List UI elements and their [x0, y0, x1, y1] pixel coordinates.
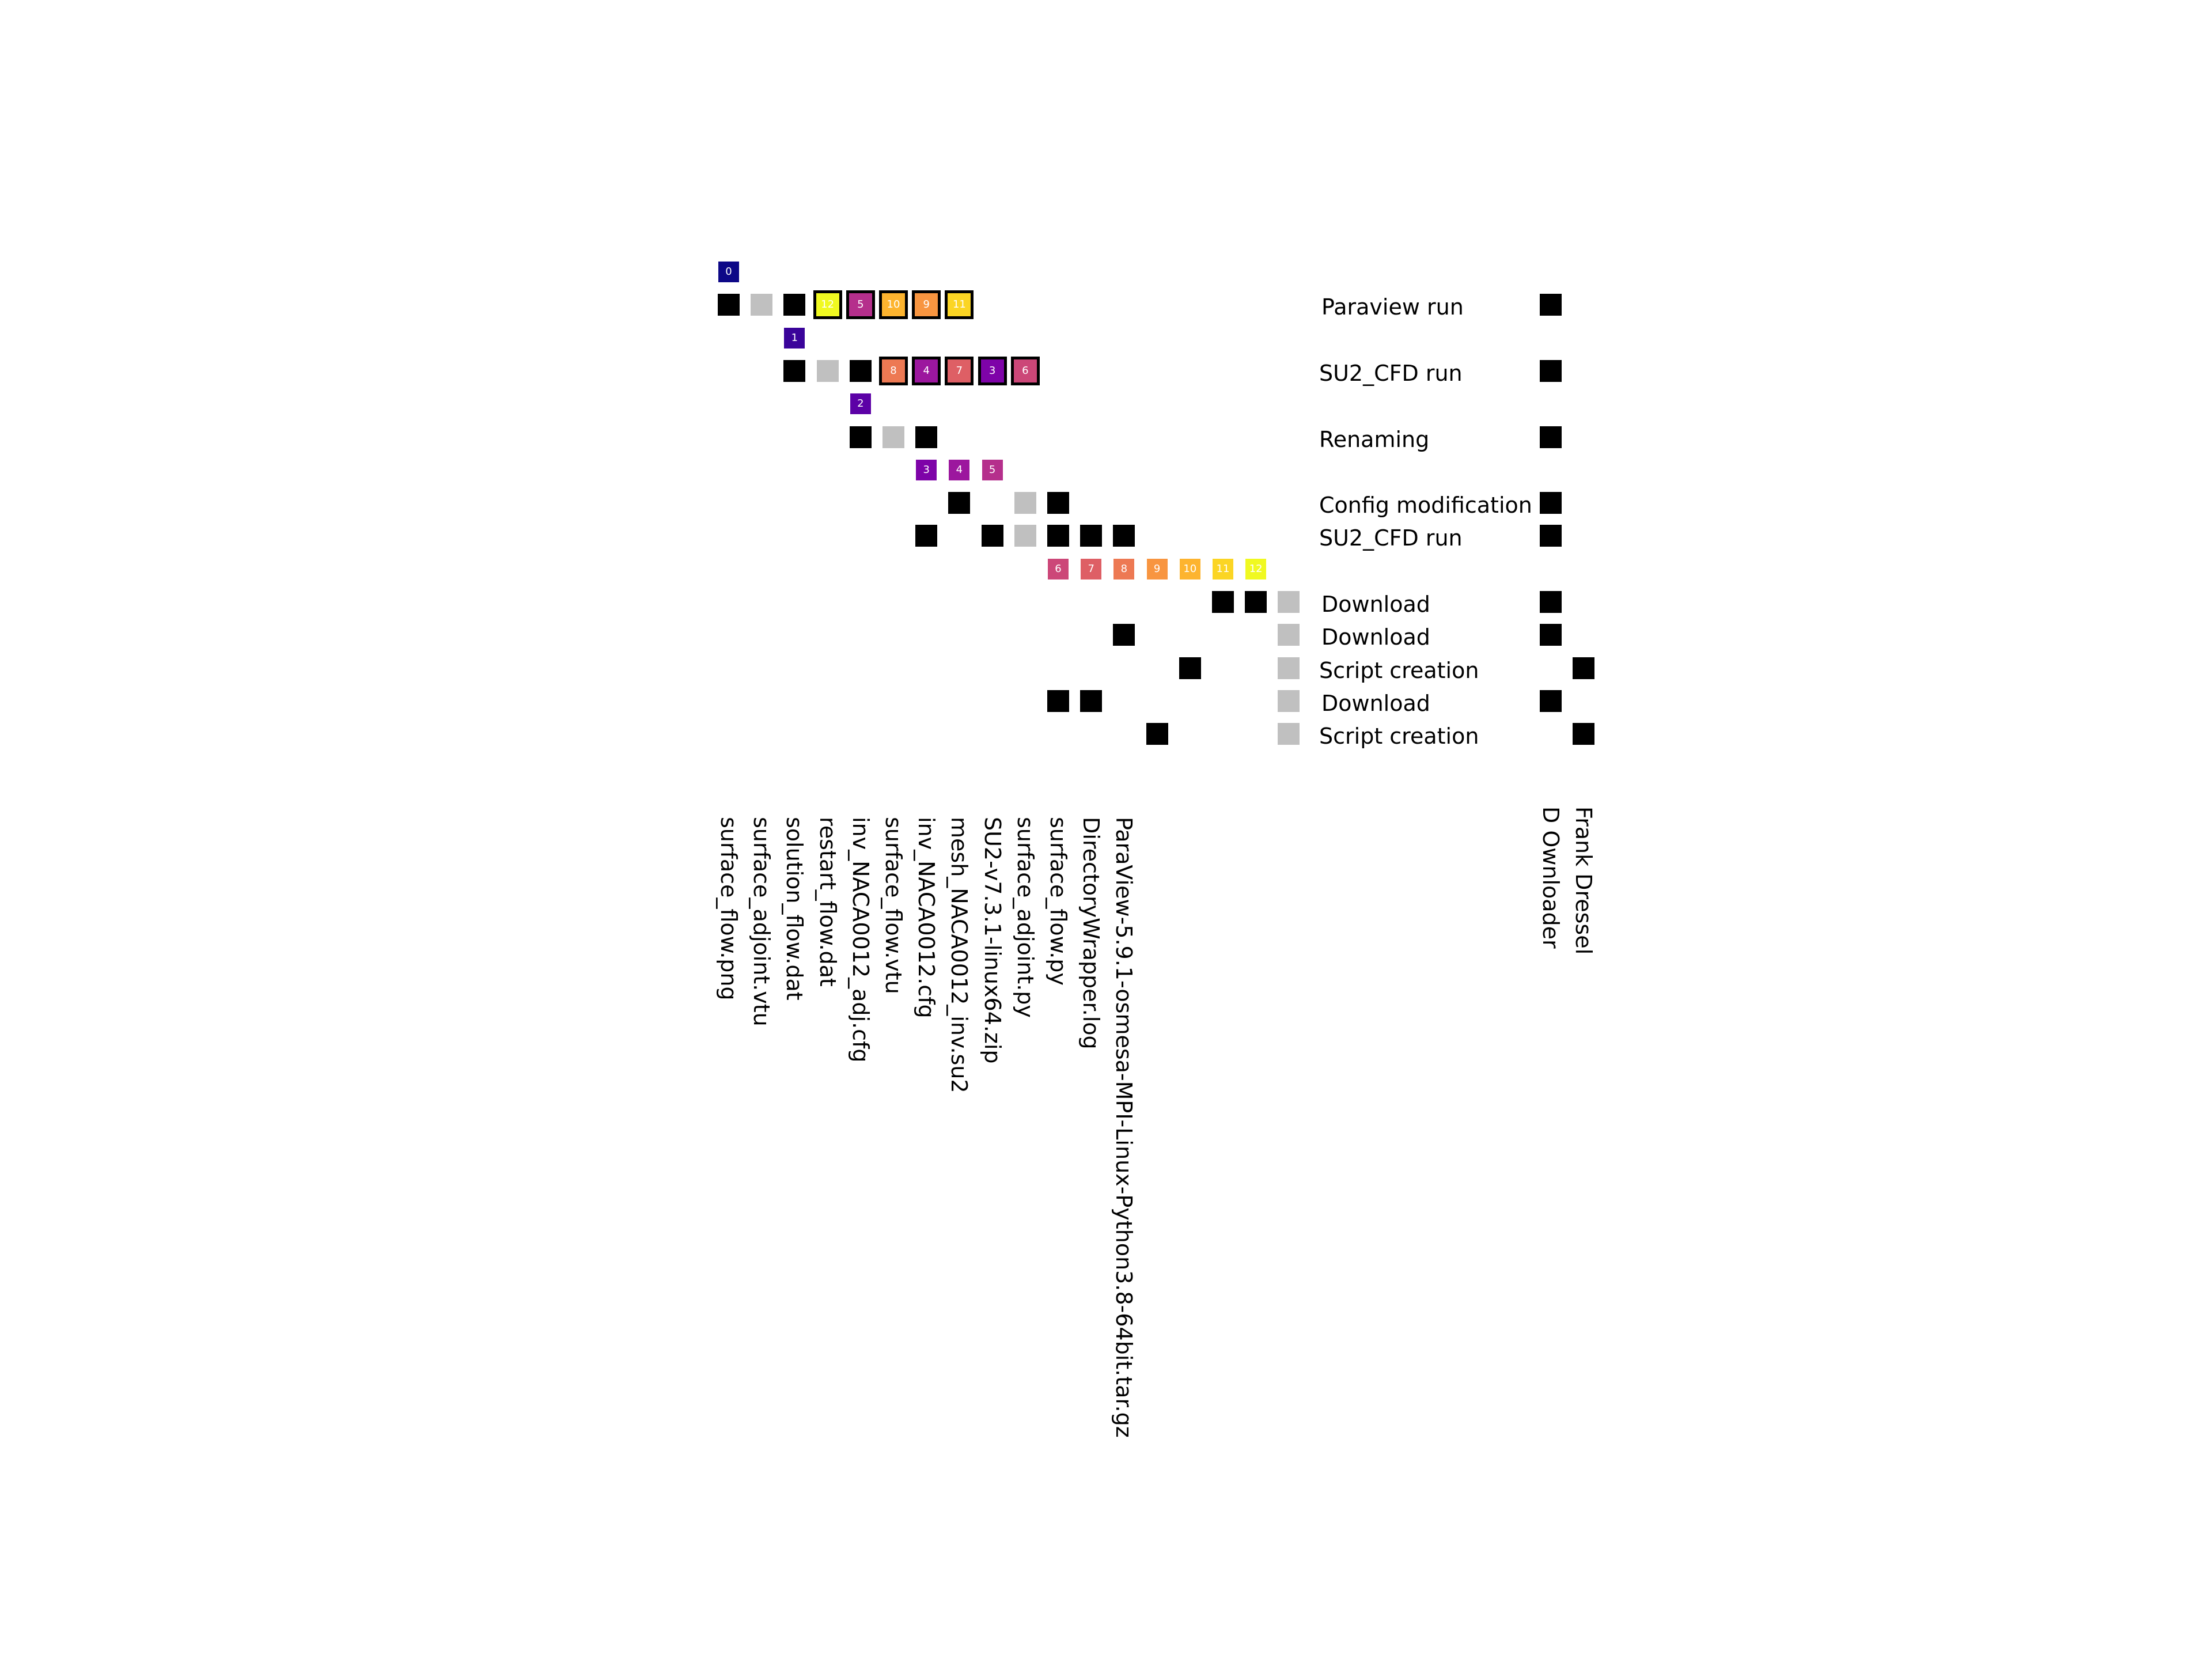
- agent-label: Frank Dressel: [1571, 806, 1596, 955]
- row-label: Download: [1321, 624, 1430, 650]
- activity-cell: [882, 426, 904, 448]
- activity-cell: [1278, 657, 1300, 679]
- column-label: restart_flow.dat: [815, 817, 840, 987]
- row-label: SU2_CFD run: [1319, 360, 1463, 386]
- version-badge: 6: [1010, 356, 1040, 385]
- version-badge: 7: [945, 356, 974, 385]
- entity-cell: [948, 492, 971, 514]
- version-badge: 11: [1213, 558, 1233, 579]
- entity-cell: [981, 525, 1003, 547]
- entity-cell: [783, 294, 806, 316]
- activity-cell: [816, 359, 839, 382]
- activity-cell: [1014, 525, 1036, 547]
- row-label: SU2_CFD run: [1319, 525, 1463, 551]
- column-label: mesh_NACA0012_inv.su2: [946, 817, 972, 1093]
- agent-cell: [1540, 426, 1562, 448]
- entity-cell: [1179, 657, 1201, 679]
- column-label: surface_adjoint.vtu: [749, 817, 775, 1027]
- row-label: Script creation: [1319, 724, 1479, 749]
- version-badge: 0: [718, 262, 739, 282]
- agent-cell: [1540, 690, 1562, 712]
- entity-cell: [1245, 591, 1267, 613]
- entity-cell: [1080, 690, 1103, 712]
- entity-cell: [1047, 690, 1069, 712]
- version-badge: 8: [1113, 558, 1135, 579]
- entity-cell: [1047, 492, 1069, 514]
- version-badge: 12: [813, 290, 842, 320]
- entity-cell: [1080, 525, 1103, 547]
- entity-cell: [915, 426, 938, 448]
- entity-cell: [718, 294, 740, 316]
- activity-cell: [1278, 591, 1300, 613]
- column-label: surface_flow.vtu: [881, 817, 906, 994]
- column-label: solution_flow.dat: [782, 817, 808, 1001]
- column-label: inv_NACA0012.cfg: [914, 817, 940, 1018]
- version-badge: 5: [982, 459, 1003, 480]
- version-badge: 9: [912, 290, 941, 320]
- version-badge: 12: [1245, 558, 1267, 579]
- row-label: Download: [1321, 592, 1430, 617]
- version-badge: 3: [916, 459, 937, 480]
- agent-cell: [1540, 624, 1562, 646]
- activity-cell: [1278, 723, 1300, 745]
- column-label: inv_NACA0012_adj.cfg: [847, 817, 873, 1063]
- version-badge: 10: [1179, 558, 1200, 579]
- version-badge: 9: [1146, 558, 1168, 579]
- version-badge: 7: [1081, 558, 1102, 579]
- entity-cell: [849, 359, 872, 382]
- row-label: Paraview run: [1321, 294, 1464, 320]
- version-badge: 4: [949, 459, 970, 480]
- entity-cell: [1212, 591, 1234, 613]
- agent-cell: [1573, 723, 1594, 745]
- version-badge: 4: [912, 356, 941, 385]
- entity-cell: [1146, 723, 1168, 745]
- version-badge: 10: [879, 290, 908, 320]
- entity-cell: [1047, 525, 1069, 547]
- column-label: SU2-v7.3.1-linux64.zip: [979, 817, 1005, 1064]
- agent-cell: [1540, 294, 1562, 316]
- entity-cell: [1113, 624, 1135, 646]
- version-badge: 1: [784, 327, 805, 349]
- agent-cell: [1573, 657, 1594, 679]
- activity-cell: [1278, 624, 1300, 646]
- entity-cell: [1113, 525, 1135, 547]
- version-badge: 6: [1048, 558, 1069, 579]
- agent-label: D Ownloader: [1538, 806, 1563, 949]
- column-label: surface_flow.png: [716, 817, 741, 1001]
- column-label: DirectoryWrapper.log: [1078, 817, 1104, 1050]
- agent-cell: [1540, 525, 1562, 547]
- column-label: surface_adjoint.py: [1012, 817, 1038, 1018]
- version-badge: 5: [846, 290, 875, 320]
- column-label: surface_flow.py: [1046, 817, 1071, 986]
- row-label: Renaming: [1319, 426, 1430, 452]
- column-label: ParaView-5.9.1-osmesa-MPI-Linux-Python3.…: [1111, 817, 1137, 1438]
- activity-cell: [751, 294, 773, 316]
- entity-cell: [915, 525, 938, 547]
- version-badge: 11: [945, 290, 974, 320]
- entity-cell: [783, 359, 806, 382]
- version-badge: 2: [850, 393, 871, 415]
- agent-cell: [1540, 359, 1562, 382]
- row-label: Config modification: [1319, 493, 1532, 518]
- row-label: Download: [1321, 690, 1430, 716]
- row-label: Script creation: [1319, 657, 1479, 683]
- agent-cell: [1540, 492, 1562, 514]
- version-badge: 3: [978, 356, 1007, 385]
- agent-cell: [1540, 591, 1562, 613]
- version-badge: 8: [879, 356, 908, 385]
- activity-cell: [1014, 492, 1036, 514]
- activity-cell: [1278, 690, 1300, 712]
- entity-cell: [849, 426, 872, 448]
